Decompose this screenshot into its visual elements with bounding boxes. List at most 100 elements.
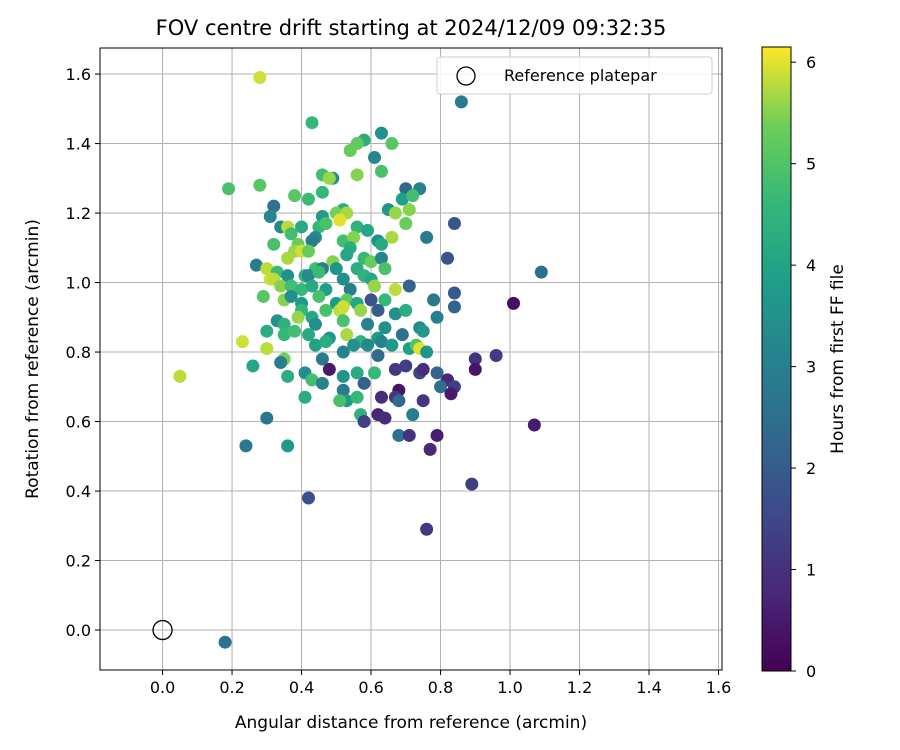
data-point xyxy=(350,220,364,234)
legend-box xyxy=(436,56,713,95)
y-tick-label: 1.2 xyxy=(66,204,91,223)
colorbar-tick-label: 3 xyxy=(806,358,816,377)
data-point xyxy=(288,324,302,338)
data-point xyxy=(395,328,409,342)
data-point xyxy=(308,338,322,352)
data-point xyxy=(340,328,354,342)
data-point xyxy=(319,303,333,317)
data-point xyxy=(534,265,548,279)
colorbar-gradient xyxy=(761,46,792,672)
data-point xyxy=(295,220,309,234)
data-point xyxy=(416,394,430,408)
data-point xyxy=(468,362,482,376)
data-point xyxy=(222,182,236,196)
data-point xyxy=(427,293,441,307)
x-tick-label: 0.8 xyxy=(428,678,453,697)
data-point xyxy=(406,408,420,422)
data-point xyxy=(277,317,291,331)
colorbar-label: Hours from first FF file xyxy=(828,264,848,454)
data-point xyxy=(434,380,448,394)
data-point xyxy=(388,206,402,220)
y-tick-label: 1.4 xyxy=(66,135,91,154)
y-tick-label: 1.6 xyxy=(66,65,91,84)
data-point xyxy=(402,428,416,442)
data-point xyxy=(361,338,375,352)
data-point xyxy=(402,203,416,217)
data-point xyxy=(423,442,437,456)
data-point xyxy=(364,293,378,307)
data-point xyxy=(374,164,388,178)
data-point xyxy=(395,192,409,206)
data-point xyxy=(420,522,434,536)
data-point xyxy=(305,279,319,293)
data-point xyxy=(305,373,319,387)
data-point xyxy=(343,144,357,158)
data-point xyxy=(402,279,416,293)
data-point xyxy=(315,376,329,390)
data-point xyxy=(385,137,399,151)
x-tick-label: 0.2 xyxy=(219,678,244,697)
data-point xyxy=(527,418,541,432)
data-point xyxy=(305,116,319,130)
data-point xyxy=(308,317,322,331)
data-point xyxy=(315,185,329,199)
data-point xyxy=(385,338,399,352)
data-point xyxy=(447,286,461,300)
data-point xyxy=(374,335,388,349)
reference-marker xyxy=(152,619,173,641)
x-tick-label: 0.6 xyxy=(358,678,383,697)
data-point xyxy=(277,328,291,342)
data-point xyxy=(291,310,305,324)
data-point xyxy=(371,303,385,317)
data-points xyxy=(173,71,548,649)
data-point xyxy=(357,376,371,390)
data-point xyxy=(329,262,343,276)
data-point xyxy=(336,383,350,397)
data-point xyxy=(239,439,253,453)
data-point xyxy=(253,71,267,85)
colorbar-tick-label: 6 xyxy=(806,53,816,72)
colorbar-tick-label: 0 xyxy=(806,662,816,681)
data-point xyxy=(260,411,274,425)
data-point xyxy=(444,387,458,401)
data-point xyxy=(288,189,302,203)
x-axis-ticks: 0.0 0.2 0.4 0.6 0.8 1.0 1.2 1.4 1.6 xyxy=(150,670,731,697)
data-point xyxy=(253,178,267,192)
data-point xyxy=(416,324,430,338)
data-point xyxy=(454,95,468,109)
data-point xyxy=(354,303,368,317)
data-point xyxy=(406,189,420,203)
data-point xyxy=(267,237,281,251)
x-tick-label: 0.4 xyxy=(289,678,314,697)
x-tick-label: 1.2 xyxy=(567,678,592,697)
data-point xyxy=(301,269,315,283)
data-point xyxy=(465,477,479,491)
data-point xyxy=(392,428,406,442)
data-point xyxy=(368,279,382,293)
data-point xyxy=(388,283,402,297)
y-tick-label: 0.4 xyxy=(66,482,91,501)
data-point xyxy=(343,283,357,297)
data-point xyxy=(301,192,315,206)
data-point xyxy=(336,369,350,383)
data-point xyxy=(267,199,281,213)
data-point xyxy=(301,328,315,342)
y-axis-label: Rotation from reference (arcmin) xyxy=(23,219,43,499)
data-point xyxy=(281,369,295,383)
data-point xyxy=(447,300,461,314)
data-point xyxy=(368,150,382,164)
data-point xyxy=(350,366,364,380)
data-point xyxy=(319,335,333,349)
data-point xyxy=(392,394,406,408)
data-point xyxy=(399,216,413,230)
data-point xyxy=(235,335,249,349)
x-tick-label: 0.0 xyxy=(150,678,175,697)
data-point xyxy=(312,265,326,279)
data-point xyxy=(361,223,375,237)
data-point xyxy=(298,390,312,404)
data-point xyxy=(301,491,315,505)
reference-point xyxy=(152,619,173,641)
data-point xyxy=(440,251,454,265)
y-tick-label: 0.6 xyxy=(66,413,91,432)
